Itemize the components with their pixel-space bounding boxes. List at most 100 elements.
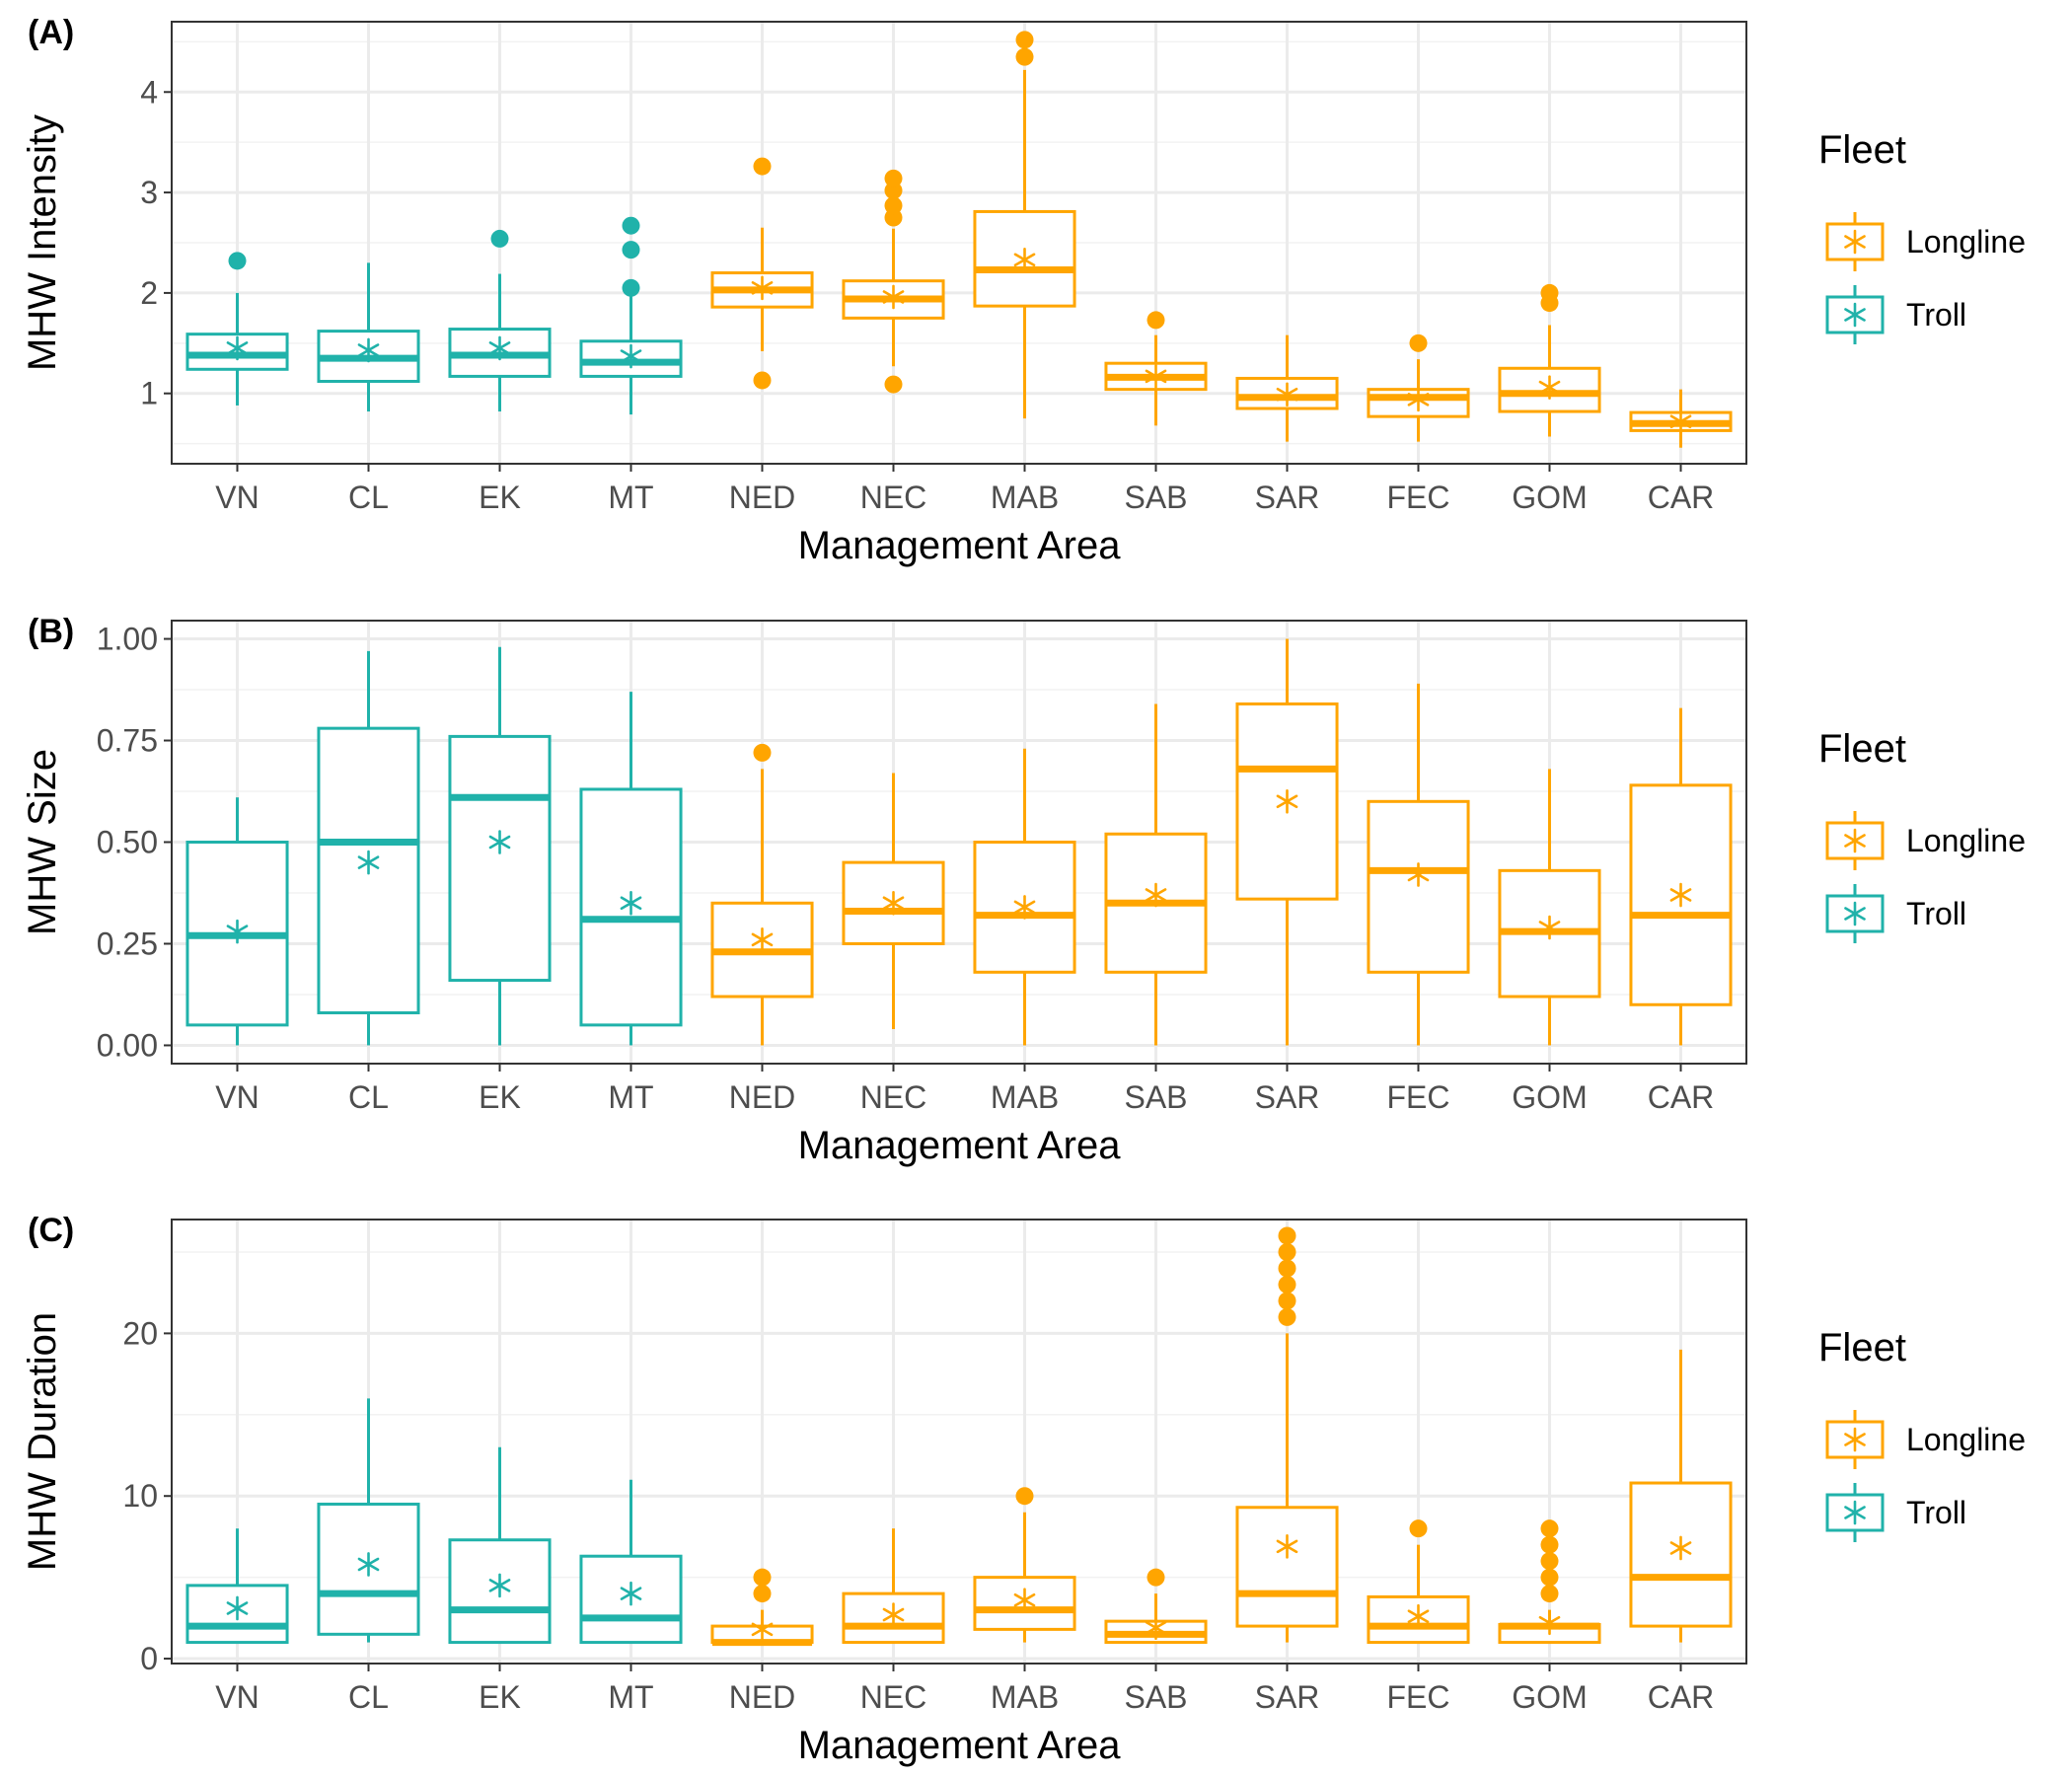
mean-marker	[1669, 882, 1692, 908]
outlier-point	[753, 1568, 772, 1587]
y-axis-title: MHW Intensity	[21, 114, 64, 371]
mean-marker-stroke	[620, 1587, 642, 1600]
x-tick-label: MT	[608, 1079, 653, 1115]
legend-key-mean	[1844, 302, 1866, 328]
x-tick-label: SAR	[1255, 1079, 1320, 1115]
box-mab	[973, 748, 1076, 1046]
outlier-point	[884, 169, 903, 187]
x-tick-label: GOM	[1512, 480, 1587, 515]
mean-marker-stroke	[226, 1601, 249, 1615]
outlier-point	[884, 196, 903, 215]
mean-marker	[751, 1617, 774, 1642]
legend-key-mean-stroke	[1844, 308, 1866, 322]
mean-marker	[1276, 1534, 1298, 1559]
mean-marker-stroke	[882, 896, 905, 911]
box-gom	[1498, 283, 1601, 437]
mean-marker-stroke	[620, 896, 642, 911]
x-tick-label: NED	[729, 480, 796, 515]
x-tick-label: CL	[348, 1079, 389, 1115]
box-ek	[448, 1446, 552, 1645]
mean-marker-stroke	[882, 290, 905, 304]
x-tick-label: NEC	[860, 1679, 927, 1715]
box-cl	[317, 262, 420, 412]
iqr-box	[1367, 799, 1470, 974]
box-car	[1629, 389, 1733, 448]
box-mab	[973, 1487, 1076, 1643]
mean-marker-stroke	[1145, 369, 1167, 384]
box-nec	[842, 773, 945, 1029]
mean-marker-stroke	[751, 281, 774, 295]
box-vn	[185, 797, 289, 1046]
mean-marker	[1669, 408, 1692, 434]
outlier-point	[622, 216, 640, 235]
mean-marker-stroke	[1407, 393, 1430, 407]
mean-marker	[488, 335, 511, 361]
x-tick-label: CAR	[1648, 1679, 1715, 1715]
box-fec	[1367, 683, 1470, 1046]
legend-key-mean-stroke	[1844, 1433, 1866, 1446]
mean-marker-stroke	[1407, 1609, 1430, 1623]
mean-marker	[226, 335, 249, 361]
x-tick-label: NEC	[860, 480, 927, 515]
x-tick-label: GOM	[1512, 1679, 1587, 1715]
mean-marker	[751, 927, 774, 952]
outlier-point	[1278, 1292, 1296, 1310]
mean-marker	[1407, 1603, 1430, 1629]
mean-marker	[226, 919, 249, 944]
mean-marker-stroke	[357, 855, 380, 869]
mean-marker-stroke	[1669, 414, 1692, 429]
box-cl	[317, 650, 420, 1046]
legend: Fleet Longline Troll	[1818, 727, 2026, 943]
outlier-point	[753, 371, 772, 390]
x-tick-label: SAR	[1255, 480, 1320, 515]
box-nec	[842, 169, 945, 394]
mean-marker	[357, 850, 380, 875]
x-tick-label: SAB	[1124, 480, 1187, 515]
x-tick-label: EK	[479, 480, 521, 515]
legend-key-mean	[1844, 229, 1866, 255]
mean-marker	[226, 1595, 249, 1621]
box-sar	[1235, 638, 1339, 1046]
mean-marker-stroke	[1276, 794, 1298, 809]
x-tick-label: MAB	[991, 1679, 1059, 1715]
mean-marker-stroke	[1145, 888, 1167, 902]
outlier-point	[753, 157, 772, 176]
y-tick-label: 4	[140, 74, 158, 110]
mean-marker	[620, 1581, 642, 1606]
mean-marker-stroke	[1538, 380, 1561, 395]
box-nec	[842, 1528, 945, 1645]
box-ek	[448, 646, 552, 1046]
mean-marker-stroke	[488, 341, 511, 355]
mean-marker	[1013, 1588, 1036, 1613]
mean-marker-stroke	[226, 925, 249, 938]
mean-marker-stroke	[488, 1579, 511, 1592]
legend-key-longline	[1825, 212, 1885, 271]
mean-marker	[357, 337, 380, 363]
outlier-point	[1540, 283, 1559, 302]
legend: Fleet Longline Troll	[1818, 1326, 2026, 1542]
box-sar	[1235, 334, 1339, 442]
outlier-point	[1409, 333, 1428, 352]
x-axis-title: Management Area	[798, 1724, 1122, 1767]
mean-marker-stroke	[357, 343, 380, 357]
legend-label: Troll	[1906, 297, 1966, 333]
box-ned	[710, 743, 814, 1046]
x-tick-label: MAB	[991, 1079, 1059, 1115]
outlier-point	[1540, 1519, 1559, 1538]
mean-marker	[882, 284, 905, 310]
legend-label: Longline	[1906, 1422, 2026, 1457]
y-tick-label: 0	[140, 1641, 158, 1676]
mean-marker-stroke	[1538, 1615, 1561, 1630]
outlier-point	[1015, 47, 1034, 66]
mean-marker	[1013, 248, 1036, 272]
x-tick-label: MT	[608, 480, 653, 515]
box-car	[1629, 707, 1733, 1046]
x-axis-title: Management Area	[798, 524, 1122, 567]
mean-marker-stroke	[488, 835, 511, 850]
panel-tag: (B)	[28, 613, 74, 650]
outlier-point	[1015, 1487, 1034, 1506]
mean-marker	[488, 830, 511, 854]
x-tick-label: FEC	[1387, 1679, 1450, 1715]
x-tick-label: CAR	[1648, 1079, 1715, 1115]
box-fec	[1367, 333, 1470, 442]
